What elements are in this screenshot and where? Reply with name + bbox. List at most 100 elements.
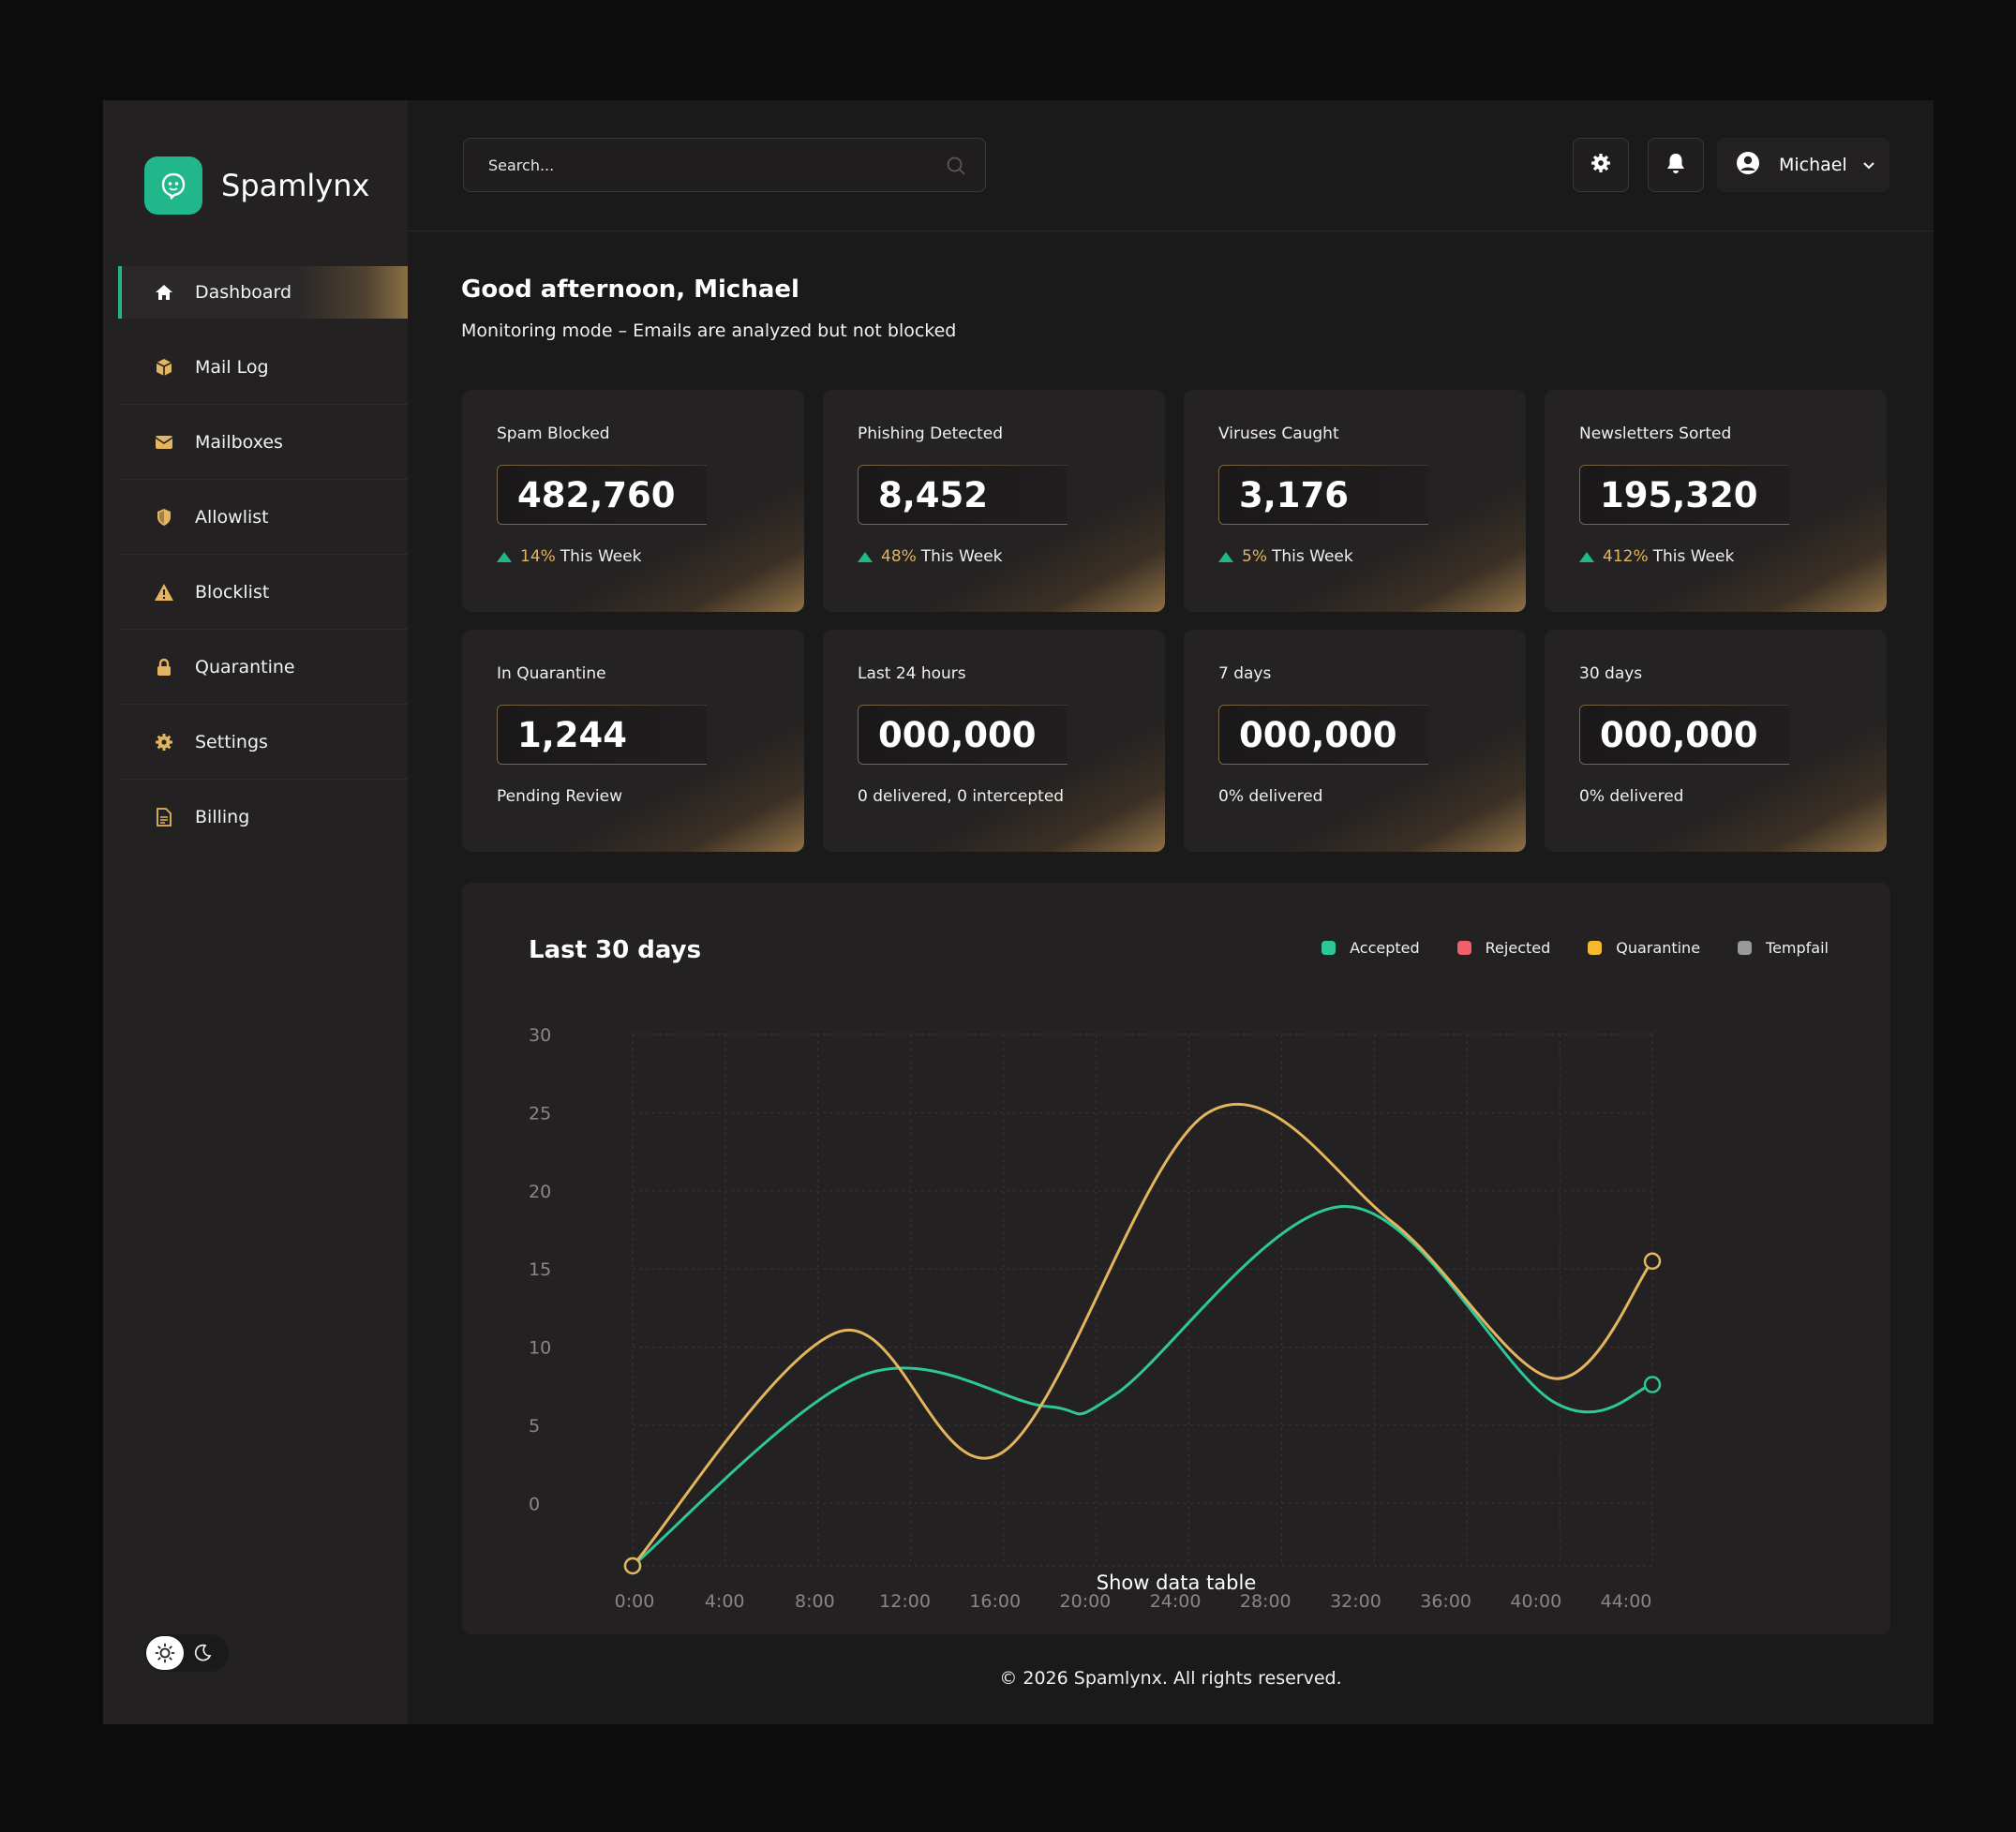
stat-card-phishing-detected: Phishing Detected 8,452 48% This Week (823, 390, 1165, 612)
sidebar-item-label: Billing (195, 807, 250, 827)
envelope-icon (154, 432, 174, 453)
x-tick-label: 4:00 (705, 1591, 745, 1612)
sidebar-item-mailboxes[interactable]: Mailboxes (118, 405, 408, 480)
stat-value: 195,320 (1600, 475, 1758, 515)
trend-up-icon (1579, 551, 1594, 562)
stat-value-box: 8,452 (858, 465, 1068, 525)
sidebar-item-dashboard[interactable]: Dashboard (118, 266, 408, 319)
lock-icon (154, 657, 174, 678)
notifications-button[interactable] (1648, 138, 1704, 192)
stat-label: Viruses Caught (1218, 424, 1339, 443)
moon-icon[interactable] (184, 1636, 221, 1670)
stat-card-30-days: 30 days 000,000 0% delivered (1545, 630, 1887, 852)
sun-icon[interactable] (146, 1636, 184, 1670)
trend-period: This Week (560, 547, 642, 566)
sidebar-item-label: Blocklist (195, 581, 270, 603)
trend-period: This Week (1652, 547, 1735, 566)
y-tick-label: 0 (529, 1494, 540, 1514)
trend-up-icon (497, 551, 512, 562)
show-data-table: Show data table (462, 1571, 1890, 1594)
stat-sub: Pending Review (497, 787, 623, 806)
sidebar-item-allowlist[interactable]: Allowlist (118, 480, 408, 555)
x-tick-label: 44:00 (1601, 1591, 1652, 1612)
trend-percent: 5% (1242, 547, 1267, 566)
legend-item-rejected[interactable]: Rejected (1456, 939, 1551, 957)
y-tick-label: 25 (529, 1103, 551, 1124)
theme-toggle[interactable] (144, 1634, 229, 1672)
sidebar-item-quarantine[interactable]: Quarantine (118, 630, 408, 705)
stat-card-newsletters-sorted: Newsletters Sorted 195,320 412% This Wee… (1545, 390, 1887, 612)
sidebar: Spamlynx Dashboard Mail Log Mailboxes (103, 100, 408, 1724)
stat-card-last-24-hours: Last 24 hours 000,000 0 delivered, 0 int… (823, 630, 1165, 852)
stat-value: 000,000 (1600, 715, 1758, 755)
legend-item-quarantine[interactable]: Quarantine (1588, 939, 1700, 957)
trend-period: This Week (920, 547, 1003, 566)
sidebar-item-mail-log[interactable]: Mail Log (118, 330, 408, 405)
data-point-accepted-end (1643, 1376, 1662, 1393)
stat-value: 3,176 (1239, 475, 1350, 515)
chart-title: Last 30 days (529, 936, 702, 964)
stat-sub: 0% delivered (1218, 787, 1323, 806)
stat-trend: 48% This Week (858, 547, 1003, 566)
legend-item-tempfail[interactable]: Tempfail (1738, 939, 1829, 957)
sidebar-item-settings[interactable]: Settings (118, 705, 408, 780)
y-tick-label: 15 (529, 1259, 551, 1280)
legend-item-accepted[interactable]: Accepted (1322, 939, 1420, 957)
stat-card-7-days: 7 days 000,000 0% delivered (1184, 630, 1526, 852)
show-data-table-button[interactable]: Show data table (1096, 1571, 1257, 1594)
user-name: Michael (1779, 155, 1847, 175)
sidebar-nav: Dashboard Mail Log Mailboxes Allowlist (118, 266, 408, 855)
x-tick-label: 40:00 (1510, 1591, 1561, 1612)
x-tick-label: 20:00 (1060, 1591, 1112, 1612)
data-point-quarantine-start (623, 1556, 642, 1575)
legend-label: Rejected (1485, 939, 1551, 957)
search-input[interactable] (488, 156, 929, 174)
x-tick-label: 32:00 (1330, 1591, 1381, 1612)
user-avatar-icon (1736, 151, 1760, 179)
x-tick-label: 28:00 (1240, 1591, 1292, 1612)
greeting: Good afternoon, Michael Monitoring mode … (461, 276, 956, 341)
legend-swatch (1322, 941, 1337, 955)
stat-sub: 0% delivered (1579, 787, 1684, 806)
stat-label: Phishing Detected (858, 424, 1004, 443)
stat-label: Newsletters Sorted (1579, 424, 1732, 443)
legend-swatch (1456, 941, 1471, 955)
shield-icon (154, 507, 174, 528)
x-tick-label: 12:00 (879, 1591, 931, 1612)
stat-value: 000,000 (878, 715, 1037, 755)
user-menu[interactable]: Michael (1717, 138, 1889, 192)
document-icon (154, 807, 174, 827)
legend-label: Accepted (1350, 939, 1420, 957)
x-tick-label: 24:00 (1150, 1591, 1202, 1612)
trend-percent: 48% (881, 547, 917, 566)
search-box (463, 138, 986, 192)
trend-percent: 412% (1603, 547, 1649, 566)
stat-trend: 412% This Week (1579, 547, 1734, 566)
x-tick-label: 0:00 (615, 1591, 655, 1612)
stat-trend: 5% This Week (1218, 547, 1353, 566)
page-title: Good afternoon, Michael (461, 276, 799, 304)
sidebar-item-blocklist[interactable]: Blocklist (118, 555, 408, 630)
logo[interactable]: Spamlynx (144, 156, 369, 215)
stat-card-in-quarantine: In Quarantine 1,244 Pending Review (462, 630, 804, 852)
trend-up-icon (858, 551, 873, 562)
stat-value-box: 3,176 (1218, 465, 1428, 525)
trend-up-icon (1218, 551, 1233, 562)
search-icon[interactable] (946, 156, 966, 180)
stat-value-box: 000,000 (1579, 705, 1789, 765)
stat-label: 30 days (1579, 664, 1643, 683)
bell-icon (1665, 152, 1686, 178)
sidebar-item-label: Settings (195, 731, 268, 752)
stat-sub: 0 delivered, 0 intercepted (858, 787, 1065, 806)
sidebar-item-label: Allowlist (195, 506, 269, 528)
home-icon (154, 282, 174, 303)
stat-value: 1,244 (517, 715, 628, 755)
stat-trend: 14% This Week (497, 547, 642, 566)
legend-label: Quarantine (1616, 939, 1701, 957)
sidebar-item-label: Mail Log (195, 356, 269, 378)
settings-button[interactable] (1573, 138, 1629, 192)
sidebar-item-billing[interactable]: Billing (118, 780, 408, 855)
page-subtitle: Monitoring mode – Emails are analyzed bu… (461, 320, 957, 341)
x-tick-label: 36:00 (1420, 1591, 1471, 1612)
stat-value: 8,452 (878, 475, 989, 515)
